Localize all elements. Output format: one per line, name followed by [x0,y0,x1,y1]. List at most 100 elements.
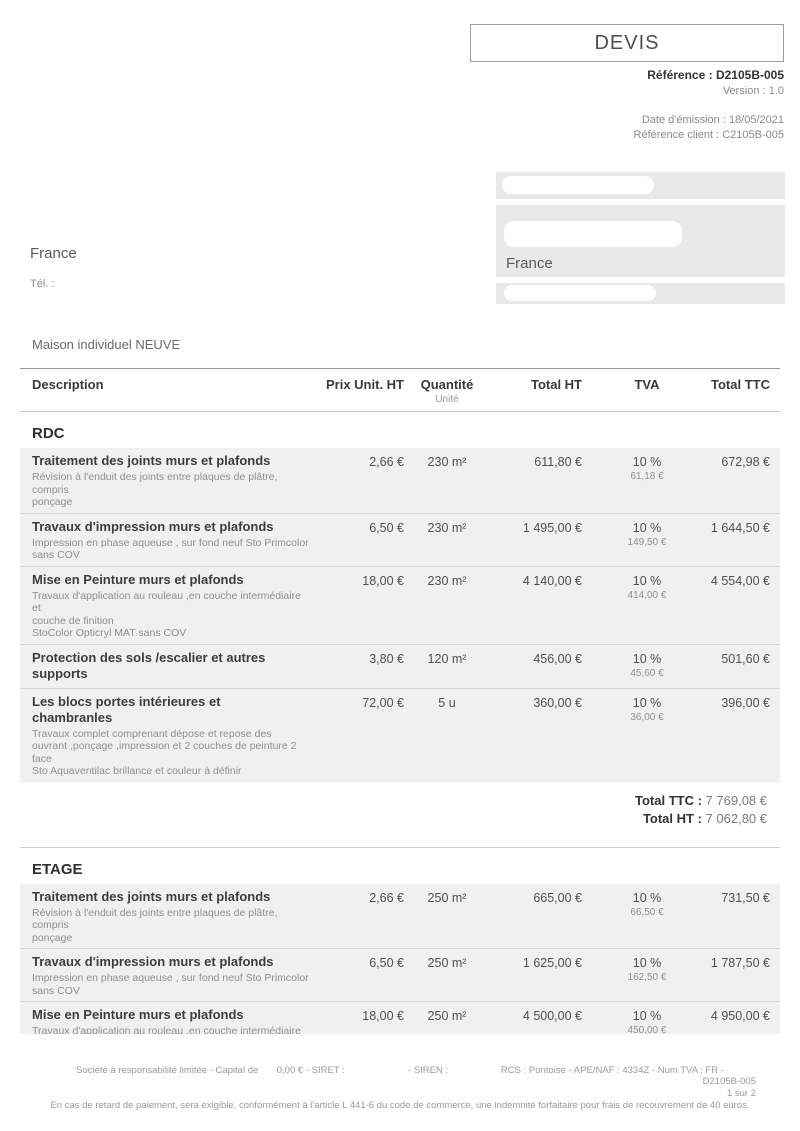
item-title: Mise en Peinture murs et plafonds [32,571,244,587]
item-tva-rate: 10 % [632,956,662,970]
item-tva-amount: 61,18 € [630,471,664,482]
item-unit-price: 6,50 € [369,520,404,535]
item-description: Travaux d'application au rouleau ,en cou… [32,589,301,640]
item-title: Mise en Peinture murs et plafonds [32,1007,244,1022]
item-tva-rate: 10 % [632,455,662,469]
client-phone-box [496,283,785,304]
item-description-cell: Les blocs portes intérieures et chambran… [20,694,320,778]
table-row: Mise en Peinture murs et plafonds Travau… [20,1001,780,1034]
item-total-ht: 665,00 € [533,890,582,905]
table-row: Travaux d'impression murs et plafonds Im… [20,948,780,1001]
col-unit-price: Prix Unit. HT [325,377,404,392]
items-table: Description Prix Unit. HT Quantité Unité … [20,368,780,1034]
item-title: Travaux d'impression murs et plafonds [32,954,274,969]
client-reference-line: Référence client : C2105B-005 [633,129,784,141]
item-description: Impression en phase aqueuse , sur fond n… [32,972,309,997]
col-description: Description [32,377,104,392]
item-total-ht: 360,00 € [533,695,582,710]
item-description-cell: Mise en Peinture murs et plafonds Travau… [20,572,320,640]
table-row: Traitement des joints murs et plafonds R… [20,884,780,949]
col-quantity: Quantité Unité [404,377,490,405]
legal-footer: Société à responsabilité limitée - Capit… [0,1042,800,1131]
item-tva-amount: 450,00 € [627,1025,667,1034]
table-row: Traitement des joints murs et plafonds R… [20,448,780,513]
item-description: Travaux complet comprenant dépose et rep… [32,727,297,778]
item-title: Traitement des joints murs et plafonds [32,888,271,904]
item-total-ht: 611,80 € [534,455,582,469]
project-title: Maison individuel NEUVE [32,337,181,352]
section-divider [20,846,780,848]
item-unit-price: 2,66 € [369,890,404,905]
item-description-cell: Travaux d'impression murs et plafonds Im… [20,954,320,997]
page-footer-ref: D2105B-005 1 sur 2 [703,1076,756,1099]
item-tva-rate: 10 % [632,651,662,666]
item-total-ttc: 1 644,50 € [710,520,770,535]
section-totals-rdc: Total TTC : 7 769,08 € Total HT : 7 062,… [20,792,780,828]
item-unit-price: 18,00 € [362,573,404,588]
dates-block: Date d'émission : 18/05/2021 Référence c… [634,113,784,143]
item-unit-price: 18,00 € [362,1009,404,1023]
item-total-ht: 1 495,00 € [522,520,582,535]
item-description-cell: Mise en Peinture murs et plafonds Travau… [20,1007,320,1034]
col-tva: TVA [634,377,660,392]
table-row: Protection des sols /escalier et autres … [20,643,780,688]
item-total-ht: 456,00 € [533,651,582,666]
item-tva-rate: 10 % [632,890,662,905]
section-body-etage: Traitement des joints murs et plafonds R… [20,883,780,1034]
item-tva-amount: 66,50 € [630,906,664,918]
item-total-ttc: 1 787,50 € [710,956,770,970]
item-tva-rate: 10 % [632,520,662,535]
item-tva-cell: 10 % 450,00 € [590,1007,690,1034]
col-total-ttc: Total TTC [711,377,770,392]
item-tva-cell: 10 % 162,50 € [590,954,690,997]
item-tva-amount: 45,60 € [630,667,664,679]
redaction-blob [504,221,682,247]
redaction-blob [502,176,654,194]
client-name-box [496,172,785,199]
document-type-box: DEVIS [470,24,784,62]
item-tva-amount: 149,50 € [627,536,667,548]
item-tva-amount: 162,50 € [627,972,667,983]
sender-block: France Tél. : [30,245,77,290]
section-heading-etage: ETAGE [32,860,83,878]
col-unit: Unité [435,394,459,405]
item-tva-cell: 10 % 45,60 € [590,650,690,684]
item-total-ht: 4 500,00 € [522,1009,582,1023]
legal-line-1: Société à responsabilité limitée - Capit… [76,1065,724,1076]
item-description: Révision à l'enduit des joints entre pla… [32,906,278,944]
item-total-ht: 4 140,00 € [522,573,582,588]
legal-line-2: En cas de retard de paiement, sera exigi… [50,1099,750,1111]
table-row: Mise en Peinture murs et plafonds Travau… [20,565,780,644]
item-description: Travaux d'application au rouleau ,en cou… [32,1025,301,1034]
item-unit-price: 2,66 € [369,455,404,469]
document-type-label: DEVIS [594,32,660,54]
item-tva-amount: 36,00 € [630,711,664,723]
item-total-ttc: 396,00 € [721,695,770,710]
item-total-ttc: 501,60 € [721,651,770,666]
item-unit-price: 72,00 € [362,695,404,710]
item-total-ttc: 672,98 € [721,455,770,469]
table-header-row: Description Prix Unit. HT Quantité Unité … [20,368,780,412]
item-tva-cell: 10 % 66,50 € [590,889,690,945]
item-total-ttc: 4 950,00 € [710,1009,770,1023]
item-tva-cell: 10 % 414,00 € [590,572,690,640]
item-tva-cell: 10 % 149,50 € [590,519,690,562]
item-quantity: 250 m² [427,1009,467,1023]
page-number: 1 sur 2 [726,1087,756,1099]
item-title: Travaux d'impression murs et plafonds [32,518,274,534]
item-quantity: 230 m² [427,455,467,469]
client-country: France [506,255,553,272]
item-title: Traitement des joints murs et plafonds [32,453,271,468]
version-line: Version : 1.0 [722,85,784,97]
item-quantity: 230 m² [427,520,467,535]
document-meta: Référence : D2105B-005 Version : 1.0 Dat… [634,68,784,143]
item-tva-rate: 10 % [632,1009,662,1023]
item-description: Impression en phase aqueuse , sur fond n… [32,536,309,562]
client-address-box: France [496,205,785,277]
emission-date-line: Date d'émission : 18/05/2021 [641,114,784,126]
item-quantity: 230 m² [427,573,467,588]
item-quantity: 120 m² [427,651,467,666]
item-unit-price: 6,50 € [369,956,404,970]
item-tva-cell: 10 % 36,00 € [590,694,690,778]
